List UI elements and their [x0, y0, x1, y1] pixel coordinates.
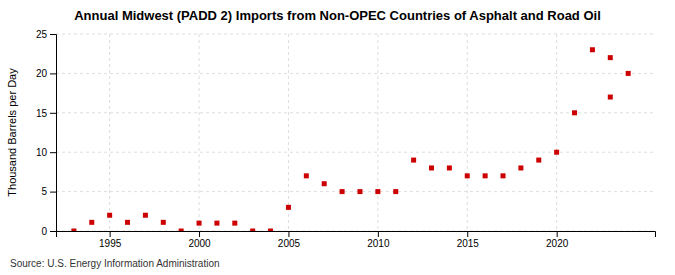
point: [268, 229, 273, 232]
axis-line: [50, 35, 57, 232]
grid-line-x: [288, 34, 289, 231]
tick-mark: [50, 73, 56, 74]
tick-label: 2010: [367, 238, 390, 249]
point: [89, 220, 94, 225]
tick: 2005: [278, 231, 301, 249]
tick-mark: [110, 231, 111, 237]
x-axis: 1995 2000 2005 2010 2015 2020: [57, 231, 656, 249]
tick-mark: [50, 192, 56, 193]
tick-label: 10: [36, 147, 48, 158]
tick: 25: [36, 29, 56, 40]
point: [447, 165, 452, 170]
tick: 2010: [367, 231, 390, 249]
tick: 2000: [188, 231, 211, 249]
grid-line-x: [467, 34, 468, 231]
point: [71, 229, 76, 232]
point: [393, 189, 398, 194]
point: [518, 165, 523, 170]
point: [411, 158, 416, 163]
tick-label: 25: [36, 29, 48, 40]
tick-mark: [50, 152, 56, 153]
point: [608, 95, 613, 100]
tick: 20: [36, 68, 56, 79]
grid-line-x: [556, 34, 557, 231]
point: [143, 213, 148, 218]
tick-label: 1995: [99, 238, 122, 249]
tick-label: 2015: [457, 238, 480, 249]
axis-line: [57, 232, 656, 238]
tick-mark: [557, 231, 558, 237]
point: [357, 189, 362, 194]
tick-mark: [50, 113, 56, 114]
point: [626, 71, 631, 76]
tick-label: 2005: [278, 238, 301, 249]
point: [304, 173, 309, 178]
tick-label: 2000: [188, 238, 211, 249]
point: [483, 173, 488, 178]
grid: [56, 34, 655, 231]
tick: 5: [41, 186, 56, 197]
grid-line-y: [56, 191, 655, 192]
point: [214, 221, 219, 226]
tick-label: 2020: [546, 238, 569, 249]
tick: 2015: [457, 231, 480, 249]
tick: 1995: [99, 231, 122, 249]
point: [465, 173, 470, 178]
point: [197, 221, 202, 226]
chart: 1995 2000 2005 2010 2015 2020 0 5 10 15 20 25 Annual…: [0, 0, 675, 275]
point: [250, 229, 255, 232]
grid-line-y: [56, 34, 655, 35]
point: [608, 55, 613, 60]
tick-label: 20: [36, 68, 48, 79]
tick-mark: [467, 231, 468, 237]
tick-mark: [50, 34, 56, 35]
point: [536, 158, 541, 163]
tick: 2020: [546, 231, 569, 249]
source: Source: U.S. Energy Information Administ…: [10, 258, 220, 269]
grid-line-y: [56, 112, 655, 113]
point: [179, 229, 184, 232]
y-axis-title: Thousand Barrels per Day: [6, 68, 18, 197]
tick: 0: [41, 226, 56, 237]
plot: 1995 2000 2005 2010 2015 2020 0 5 10 15 20 25: [36, 29, 656, 249]
point: [322, 181, 327, 186]
tick-mark: [288, 231, 289, 237]
point: [107, 213, 112, 218]
point: [232, 221, 237, 226]
grid-line-y: [56, 73, 655, 74]
point: [286, 205, 291, 210]
point: [161, 220, 166, 225]
tick-mark: [378, 231, 379, 237]
grid-line-x: [377, 34, 378, 231]
point: [590, 47, 595, 52]
point: [125, 220, 130, 225]
point: [375, 189, 380, 194]
point: [501, 173, 506, 178]
y-axis: 0 5 10 15 20 25: [36, 29, 57, 237]
title: Annual Midwest (PADD 2) Imports from Non…: [74, 8, 601, 23]
tick: 15: [36, 108, 56, 119]
tick-label: 15: [36, 108, 48, 119]
tick: 10: [36, 147, 56, 158]
point: [572, 110, 577, 115]
point: [429, 165, 434, 170]
grid-line-x: [109, 34, 110, 231]
tick-mark: [199, 231, 200, 237]
point: [340, 189, 345, 194]
points: [71, 47, 630, 231]
tick-mark: [50, 231, 56, 232]
grid-line-y: [56, 152, 655, 153]
tick-label: 0: [41, 226, 47, 237]
grid-line-x: [199, 34, 200, 231]
point: [554, 150, 559, 155]
tick-label: 5: [41, 186, 47, 197]
